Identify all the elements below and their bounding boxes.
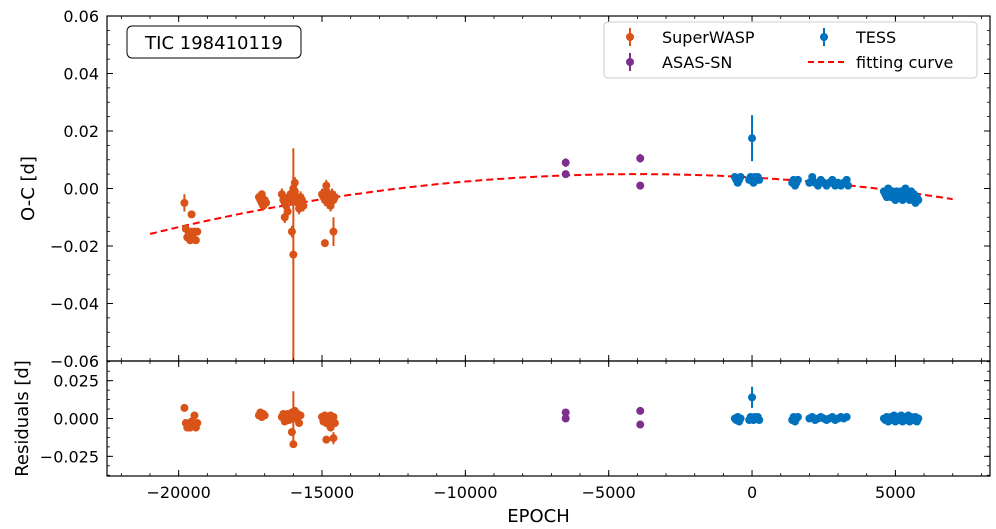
- data-point-superwasp: [192, 236, 200, 244]
- x-tick-label: −20000: [147, 483, 211, 502]
- y-tick-label: −0.02: [50, 237, 99, 256]
- data-point-asas-sn: [562, 170, 570, 178]
- data-point-tess: [794, 413, 802, 421]
- target-annotation: TIC 198410119: [127, 26, 301, 58]
- bottom-panel-frame: [107, 361, 990, 476]
- data-point-superwasp: [180, 199, 188, 207]
- data-point-superwasp: [322, 182, 330, 190]
- data-point-superwasp: [297, 411, 305, 419]
- data-point-asas-sn: [562, 159, 570, 167]
- data-point-tess: [737, 173, 745, 181]
- y-tick-label: −0.025: [40, 447, 99, 466]
- residuals-panel: −0.025 0.000 0.025 −20000 −15000 −10000 −5000 0…: [12, 360, 990, 527]
- x-tick-label: −10000: [433, 483, 497, 502]
- data-point-superwasp: [193, 228, 201, 236]
- data-point-superwasp: [288, 228, 296, 236]
- y-axis-label: Residuals [d]: [12, 360, 33, 477]
- x-axis-label: EPOCH: [507, 506, 570, 527]
- legend-label-fitting-curve: fitting curve: [856, 53, 953, 72]
- y-axis-label: O-C [d]: [18, 156, 39, 221]
- data-point-tess: [914, 415, 922, 423]
- data-point-asas-sn: [636, 154, 644, 162]
- data-point-superwasp: [327, 424, 335, 432]
- y-tick-label: 0.000: [53, 410, 99, 429]
- data-point-superwasp: [180, 404, 188, 412]
- y-tick-label: −0.06: [50, 352, 99, 371]
- y-tick-label: −0.04: [50, 295, 99, 314]
- data-point-superwasp: [299, 202, 307, 210]
- legend-label-tess: TESS: [855, 28, 896, 47]
- data-point-superwasp: [331, 193, 339, 201]
- data-point-tess: [794, 176, 802, 184]
- legend-label-asassn: ASAS-SN: [662, 53, 732, 72]
- legend-label-superwasp: SuperWASP: [662, 28, 755, 47]
- data-point-superwasp: [258, 190, 266, 198]
- y-tick-label: 0.025: [53, 372, 99, 391]
- data-point-tess: [755, 176, 763, 184]
- data-point-superwasp: [188, 210, 196, 218]
- data-point-superwasp: [321, 239, 329, 247]
- x-tick-label: −5000: [582, 483, 636, 502]
- data-point-superwasp: [289, 440, 297, 448]
- data-point-superwasp: [193, 419, 201, 427]
- data-point-tess: [914, 196, 922, 204]
- x-tick-label: 5000: [875, 483, 916, 502]
- target-annotation-text: TIC 198410119: [144, 33, 283, 54]
- series-tess: [731, 115, 922, 207]
- data-point-asas-sn: [562, 415, 570, 423]
- data-point-superwasp: [190, 411, 198, 419]
- y-tick-label: 0.00: [63, 180, 99, 199]
- data-point-superwasp: [295, 419, 303, 427]
- data-point-tess: [748, 134, 756, 142]
- series-asas-sn: [562, 154, 645, 190]
- data-point-superwasp: [261, 411, 269, 419]
- data-point-asas-sn: [636, 407, 644, 415]
- y-tick-label: 0.04: [63, 65, 99, 84]
- data-point-tess: [755, 416, 763, 424]
- data-point-superwasp: [288, 428, 296, 436]
- data-point-asas-sn: [636, 182, 644, 190]
- top-plot-area: [150, 115, 953, 361]
- series-superwasp: [180, 391, 339, 448]
- series-tess: [731, 387, 922, 426]
- legend: SuperWASP ASAS-SN TESS fitting curve: [604, 22, 977, 78]
- data-point-tess: [843, 413, 851, 421]
- y-tick-label: 0.06: [63, 7, 99, 26]
- data-point-superwasp: [329, 228, 337, 236]
- data-point-tess: [748, 393, 756, 401]
- y-tick-label: 0.02: [63, 122, 99, 141]
- data-point-superwasp: [291, 179, 299, 187]
- data-point-superwasp: [289, 251, 297, 259]
- x-tick-label: −15000: [290, 483, 354, 502]
- data-point-superwasp: [322, 436, 330, 444]
- bottom-plot-area: [180, 387, 922, 449]
- data-point-superwasp: [329, 434, 337, 442]
- data-point-superwasp: [281, 213, 289, 221]
- series-asas-sn: [562, 407, 645, 429]
- series-superwasp: [180, 148, 339, 361]
- data-point-asas-sn: [636, 421, 644, 429]
- data-point-superwasp: [262, 199, 270, 207]
- data-point-tess: [737, 415, 745, 423]
- data-point-tess: [844, 182, 852, 190]
- x-tick-label: 0: [747, 483, 757, 502]
